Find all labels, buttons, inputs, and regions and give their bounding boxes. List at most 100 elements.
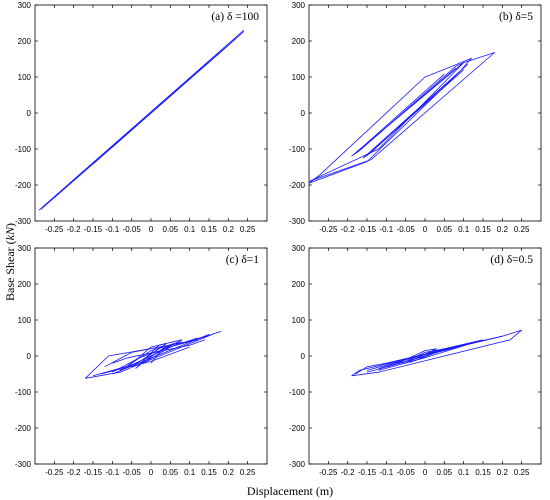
series-line bbox=[38, 29, 245, 211]
y-tick-label: 100 bbox=[18, 316, 32, 325]
y-tick-label: 0 bbox=[301, 109, 306, 118]
y-tick-label: 0 bbox=[27, 352, 32, 361]
x-tick-label: 0.1 bbox=[458, 468, 470, 477]
series-line bbox=[366, 69, 464, 156]
y-tick-label: 300 bbox=[292, 244, 306, 253]
series-line bbox=[309, 57, 472, 184]
x-tick-label: 0.25 bbox=[514, 225, 530, 234]
hysteresis-loops bbox=[38, 29, 245, 211]
y-tick-label: -100 bbox=[289, 145, 306, 154]
x-axis-label: Displacement (m) bbox=[247, 484, 333, 498]
x-tick-label: -0.25 bbox=[319, 468, 338, 477]
x-tick-label: 0.1 bbox=[184, 468, 196, 477]
x-tick-label: -0.1 bbox=[379, 225, 393, 234]
y-tick-label: 200 bbox=[18, 280, 32, 289]
series-line bbox=[359, 67, 457, 151]
y-tick-label: 0 bbox=[301, 352, 306, 361]
series-line bbox=[112, 339, 206, 364]
x-tick-label: 0 bbox=[423, 225, 428, 234]
panel-title: (b) δ=5 bbox=[499, 11, 533, 23]
series-line bbox=[355, 73, 445, 154]
panel-1: -300 -200 -100 0 100 200 300 -0.25 -0.2 -0.15 -0.1… bbox=[15, 1, 268, 234]
y-tick-label: -300 bbox=[15, 460, 32, 469]
hysteresis-loops bbox=[85, 331, 222, 379]
x-tick-label: 0.2 bbox=[497, 225, 509, 234]
y-tick-label: -300 bbox=[289, 460, 306, 469]
x-tick-label: 0.2 bbox=[223, 225, 235, 234]
x-tick-label: -0.25 bbox=[319, 225, 338, 234]
x-tick-label: 0.2 bbox=[223, 468, 235, 477]
y-tick-label: -100 bbox=[289, 388, 306, 397]
y-axis-label-prefix: Base Shear ( bbox=[3, 240, 17, 301]
x-tick-label: -0.25 bbox=[45, 225, 64, 234]
series-line bbox=[112, 61, 210, 148]
y-tick-label: 100 bbox=[292, 316, 306, 325]
y-tick-label: -300 bbox=[15, 217, 32, 226]
x-tick-label: 0.1 bbox=[184, 225, 196, 234]
x-tick-label: 0.25 bbox=[240, 468, 256, 477]
y-tick-label: 100 bbox=[292, 73, 306, 82]
x-tick-label: 0.15 bbox=[475, 225, 491, 234]
y-axis-label-unit: kN bbox=[3, 226, 17, 240]
panel-2: -300 -200 -100 0 100 200 300 -0.25 -0.2 -0.15 -0.1… bbox=[289, 1, 542, 234]
y-tick-label: -200 bbox=[15, 424, 32, 433]
y-tick-label: 300 bbox=[18, 244, 32, 253]
hysteresis-loops bbox=[351, 329, 523, 377]
x-tick-label: 0.1 bbox=[458, 225, 470, 234]
x-tick-label: -0.2 bbox=[341, 468, 355, 477]
y-tick-label: 100 bbox=[18, 73, 32, 82]
x-tick-label: 0.05 bbox=[163, 468, 179, 477]
y-tick-label: -200 bbox=[15, 181, 32, 190]
y-tick-label: -200 bbox=[289, 181, 306, 190]
y-tick-label: 200 bbox=[292, 37, 306, 46]
x-tick-label: 0.15 bbox=[475, 468, 491, 477]
x-tick-label: -0.05 bbox=[397, 468, 416, 477]
x-tick-label: 0.25 bbox=[514, 468, 530, 477]
x-tick-label: -0.2 bbox=[67, 225, 81, 234]
hysteresis-loops bbox=[309, 52, 496, 184]
y-tick-label: -200 bbox=[289, 424, 306, 433]
x-tick-label: 0.15 bbox=[201, 468, 217, 477]
y-tick-label: 300 bbox=[18, 1, 32, 10]
x-tick-label: -0.2 bbox=[67, 468, 81, 477]
y-tick-label: 200 bbox=[292, 280, 306, 289]
x-tick-label: -0.1 bbox=[105, 468, 119, 477]
series-line bbox=[309, 52, 496, 182]
panel-title: (a) δ =100 bbox=[211, 11, 259, 23]
y-axis-label-suffix: ) bbox=[3, 223, 17, 227]
y-tick-label: 200 bbox=[18, 37, 32, 46]
series-line bbox=[378, 343, 472, 369]
y-tick-label: -300 bbox=[289, 217, 306, 226]
x-tick-label: 0.15 bbox=[201, 225, 217, 234]
y-tick-label: 300 bbox=[292, 1, 306, 10]
x-tick-label: 0 bbox=[149, 468, 154, 477]
x-tick-label: 0.05 bbox=[437, 225, 453, 234]
y-axis-label: Base Shear (kN) bbox=[3, 223, 17, 301]
x-tick-label: -0.05 bbox=[123, 468, 142, 477]
x-tick-label: -0.2 bbox=[341, 225, 355, 234]
x-tick-label: -0.1 bbox=[105, 225, 119, 234]
series-line bbox=[378, 343, 472, 371]
series-line bbox=[104, 339, 198, 368]
x-tick-label: 0.05 bbox=[437, 468, 453, 477]
panel-4: -300 -200 -100 0 100 200 300 -0.25 -0.2 -0.15 -0.1… bbox=[289, 244, 542, 477]
x-tick-label: -0.15 bbox=[84, 225, 103, 234]
y-tick-label: 0 bbox=[27, 109, 32, 118]
x-tick-label: 0 bbox=[423, 468, 428, 477]
series-line bbox=[362, 64, 468, 159]
x-tick-label: 0.2 bbox=[497, 468, 509, 477]
series-line bbox=[85, 331, 222, 379]
x-tick-label: -0.05 bbox=[397, 225, 416, 234]
y-tick-label: -100 bbox=[15, 145, 32, 154]
series-line bbox=[351, 329, 523, 377]
x-tick-label: 0 bbox=[149, 225, 154, 234]
x-tick-label: -0.25 bbox=[45, 468, 64, 477]
x-tick-label: 0.05 bbox=[163, 225, 179, 234]
x-tick-label: -0.1 bbox=[379, 468, 393, 477]
x-tick-label: 0.25 bbox=[240, 225, 256, 234]
series-line bbox=[100, 346, 190, 375]
y-tick-label: -100 bbox=[15, 388, 32, 397]
x-tick-label: -0.15 bbox=[84, 468, 103, 477]
x-tick-label: -0.15 bbox=[358, 225, 377, 234]
